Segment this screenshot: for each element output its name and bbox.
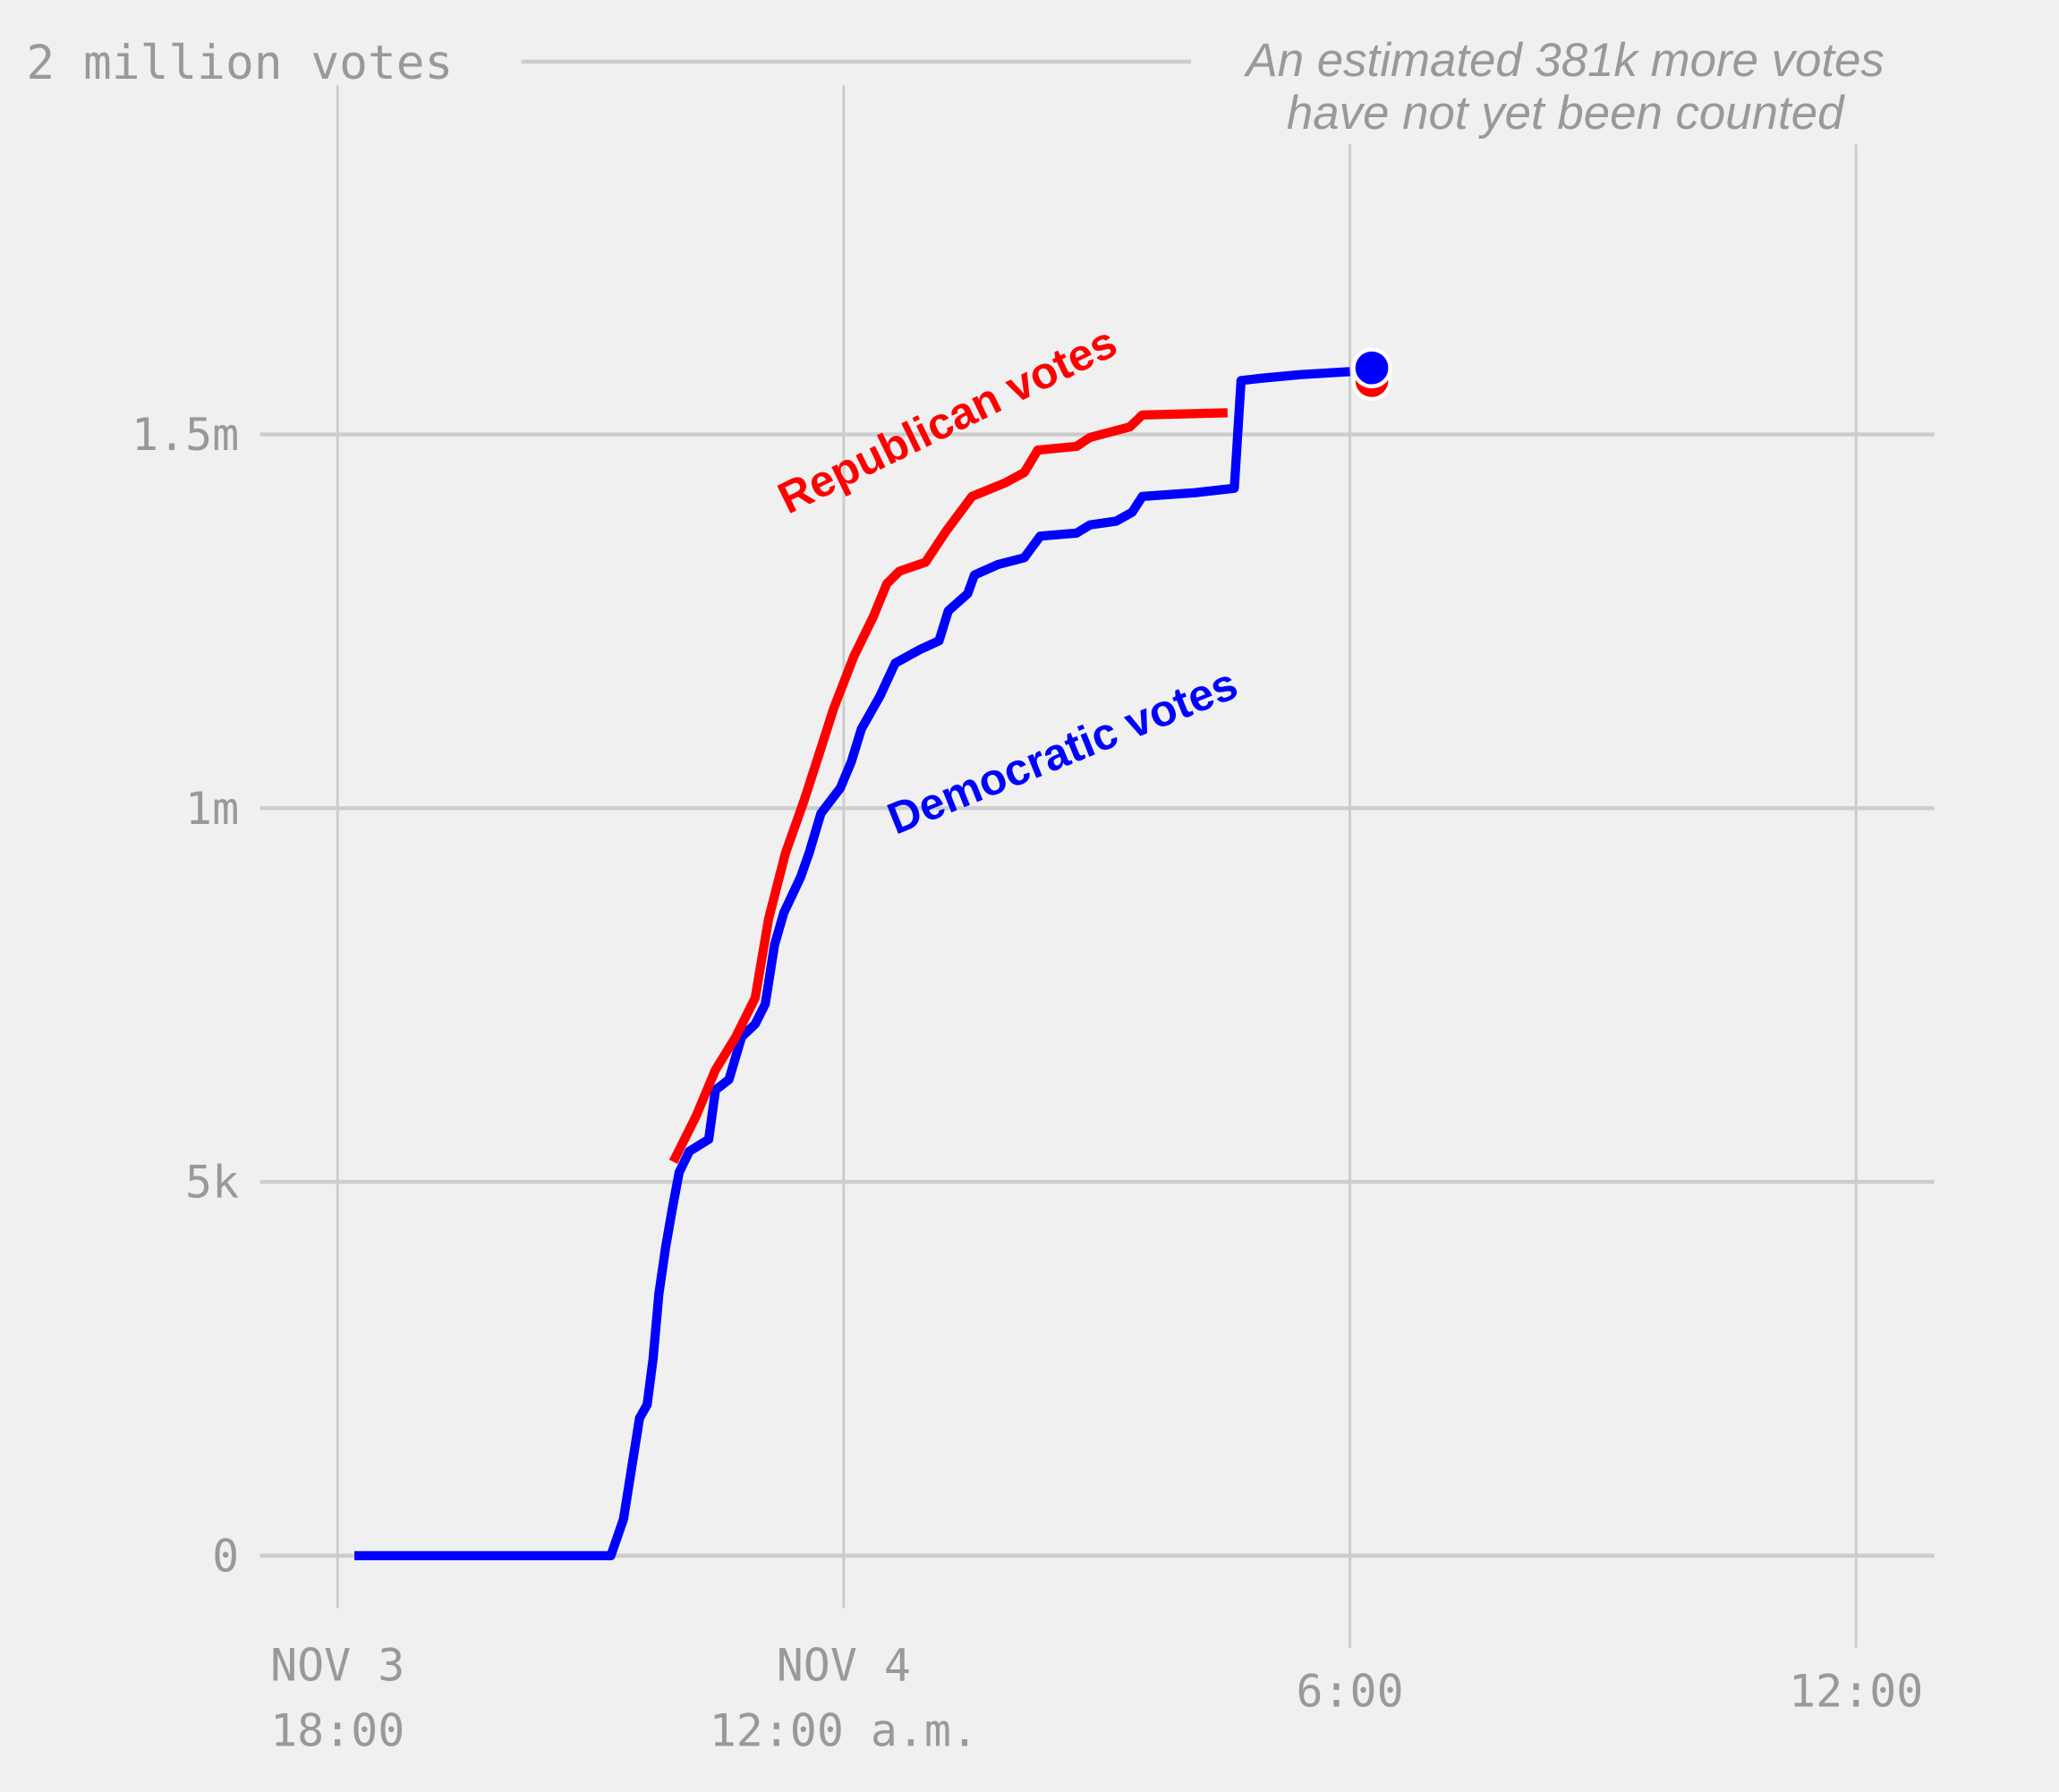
gridlines	[260, 85, 1935, 1648]
y-tick-label: 1m	[185, 783, 239, 835]
annotation-line-2: have not yet been counted	[1287, 87, 1845, 140]
y-axis-ticks: 0 5k 1m 1.5m	[132, 409, 239, 1582]
y-tick-label: 0	[212, 1530, 239, 1582]
y-tick-label: 1.5m	[132, 409, 239, 461]
democratic-votes-line	[354, 367, 1350, 1561]
x-tick-label-date: NOV 4	[777, 1639, 911, 1691]
series-lines	[354, 347, 1392, 1561]
x-tick-label-date: NOV 3	[270, 1639, 404, 1691]
annotation-line-1: An estimated 381k more votes	[1244, 34, 1885, 87]
republican-votes-line	[668, 408, 1228, 1164]
y-axis-title: 2 million votes	[26, 36, 453, 90]
x-axis-ticks: NOV 3 18:00 NOV 4 12:00 a.m. 6:00 12:00	[270, 1639, 1923, 1756]
x-tick-label-time: 12:00	[1789, 1666, 1923, 1718]
x-tick-label-time: 12:00 a.m.	[710, 1705, 978, 1757]
democratic-votes-end-point	[1351, 347, 1392, 388]
x-tick-label-time: 18:00	[270, 1705, 404, 1757]
democratic-series-label: Democratic votes	[881, 658, 1245, 845]
y-tick-label: 5k	[185, 1157, 239, 1209]
x-tick-label-time: 6:00	[1296, 1666, 1403, 1718]
republican-series-label: Republican votes	[770, 317, 1125, 523]
